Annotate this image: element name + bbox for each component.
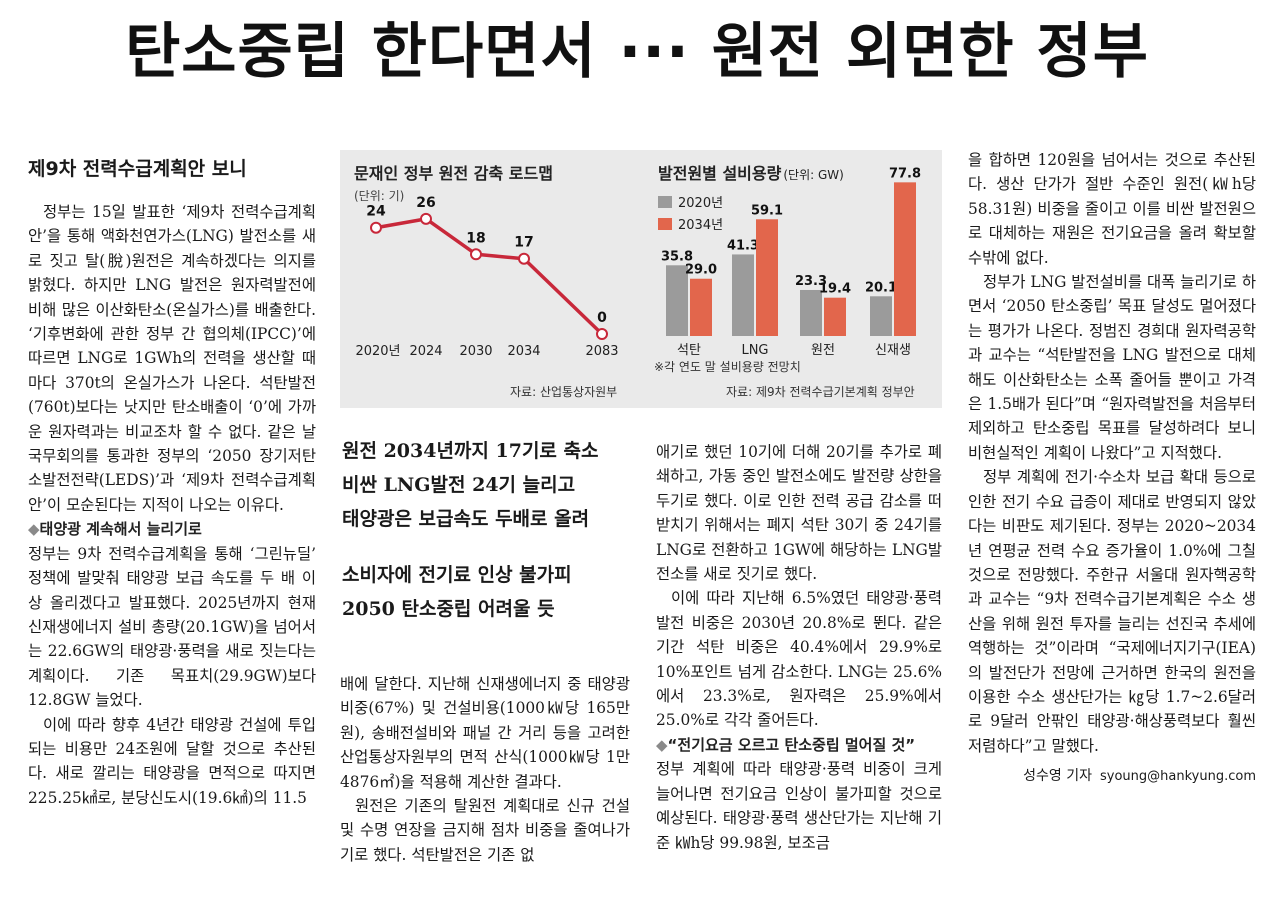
bar	[894, 182, 916, 336]
category-label: LNG	[741, 343, 768, 358]
reporter-email: syoung@hankyung.com	[1100, 769, 1256, 785]
deck-line: 태양광은 보급속도 두배로 올려	[342, 508, 590, 530]
paragraph: 이에 따라 지난해 6.5%였던 태양광·풍력발전 비중은 2030년 20.8…	[656, 589, 942, 730]
bar-chart-title-line: 발전원별 설비용량 (단위: GW)	[658, 164, 844, 183]
subhead: 제9차 전력수급계획안 보니	[28, 158, 247, 180]
legend-swatch	[658, 196, 672, 208]
data-label: 26	[416, 195, 435, 211]
paragraph: 원전은 기존의 탈원전 계획대로 신규 건설 및 수명 연장을 금지해 점차 비…	[340, 797, 630, 864]
x-tick-label: 2034	[507, 344, 540, 359]
infographic: 문재인 정부 원전 감축 로드맵 (단위: 기) 24 2020년 26 2024 18…	[340, 150, 942, 408]
reporter-name: 성수영 기자	[1023, 768, 1093, 785]
article-column-1: 제9차 전력수급계획안 보니 정부는 15일 발표한 ‘제9차 전력수급계획안’…	[28, 156, 316, 810]
legend-swatch	[658, 218, 672, 230]
line-point	[420, 212, 432, 225]
line-point	[470, 248, 482, 261]
diamond-bullet-icon: ◆	[28, 520, 40, 539]
bar-chart-unit: (단위: GW)	[783, 168, 843, 182]
bar	[824, 297, 846, 336]
bar-chart-title: 발전원별 설비용량	[658, 164, 782, 183]
bar	[732, 254, 754, 336]
legend-label: 2020년	[678, 196, 723, 211]
x-tick-label: 2020년	[355, 344, 400, 359]
bar-chart-source: 자료: 제9차 전력수급기본계획 정부안	[726, 385, 915, 399]
data-label: 19.4	[819, 282, 851, 297]
data-label: 23.3	[795, 274, 827, 289]
byline: 성수영 기자 syoung@hankyung.com	[968, 764, 1256, 789]
bar	[666, 265, 688, 336]
diamond-bullet-icon: ◆	[656, 735, 668, 754]
bar-chart-note: ※각 연도 말 설비용량 전망치	[654, 360, 801, 374]
paragraph: 정부는 9차 전력수급계획을 통해 ‘그린뉴딜’ 정책에 발맞춰 태양광 보급 …	[28, 544, 316, 710]
data-label: 77.8	[889, 166, 921, 181]
category-label: 석탄	[677, 343, 701, 358]
data-label: 17	[514, 235, 533, 251]
mini-heading: ◆태양광 계속해서 늘리기로	[28, 517, 316, 541]
data-label: 24	[366, 204, 386, 220]
category-label: 신재생	[875, 343, 911, 358]
paragraph: 정부는 15일 발표한 ‘제9차 전력수급계획안’을 통해 액화천연가스(LNG…	[28, 203, 316, 514]
bar	[800, 289, 822, 336]
data-label: 59.1	[751, 203, 783, 218]
line-chart-unit: (단위: 기)	[354, 189, 404, 203]
paragraph: 을 합하면 120원을 넘어서는 것으로 추산된다. 생산 단가가 절반 수준인…	[968, 151, 1256, 267]
article-column-4: 을 합하면 120원을 넘어서는 것으로 추산된다. 생산 단가가 절반 수준인…	[968, 148, 1256, 790]
bar	[690, 278, 712, 336]
deck-line: 비싼 LNG발전 24기 늘리고	[342, 474, 576, 496]
data-label: 20.1	[865, 280, 897, 295]
legend-label: 2034년	[678, 218, 723, 233]
series-line	[375, 217, 604, 336]
infographic-svg: 문재인 정부 원전 감축 로드맵 (단위: 기) 24 2020년 26 2024 18…	[354, 164, 921, 399]
paragraph: 이에 따라 향후 4년간 태양광 건설에 투입되는 비용만 24조원에 달할 것…	[28, 715, 316, 807]
data-label: 41.3	[727, 238, 759, 253]
deck-headlines: 원전 2034년까지 17기로 축소 비싼 LNG발전 24기 늘리고 태양광은…	[342, 434, 632, 626]
data-label: 29.0	[685, 263, 717, 278]
line-point	[370, 221, 382, 234]
bar-chart: 35.829.0 석탄 41.3 59.1 LNG 23.319.4 원전 20.1 77.8 신…	[658, 166, 921, 358]
deck-line: 2050 탄소중립 어려울 듯	[342, 598, 555, 620]
paragraph: 애기로 했던 10기에 더해 20기를 추가로 폐쇄하고, 가동 중인 발전소에…	[656, 443, 942, 584]
x-tick-label: 2024	[409, 344, 442, 359]
data-label: 18	[466, 230, 485, 246]
line-chart-title: 문재인 정부 원전 감축 로드맵	[354, 164, 553, 183]
paragraph: 정부 계획에 전기·수소차 보급 확대 등으로 인한 전기 수요 급증이 제대로…	[968, 468, 1256, 755]
mini-heading-text: 태양광 계속해서 늘리기로	[39, 520, 202, 539]
deck-line: 원전 2034년까지 17기로 축소	[342, 440, 599, 462]
paragraph: 정부가 LNG 발전설비를 대폭 늘리기로 하면서 ‘2050 탄소중립’ 목표…	[968, 273, 1256, 462]
paragraph: 정부 계획에 따라 태양광·풍력 비중이 크게 늘어나면 전기요금 인상이 불가…	[656, 760, 942, 852]
data-label: 0	[597, 310, 607, 326]
article-column-3: 애기로 했던 10기에 더해 20기를 추가로 폐쇄하고, 가동 중인 발전소에…	[656, 440, 942, 855]
line-point	[596, 328, 608, 340]
bar	[870, 296, 892, 336]
deck-line: 소비자에 전기료 인상 불가피	[342, 564, 572, 586]
line-point	[518, 252, 530, 265]
mini-heading: ◆“전기요금 오르고 탄소중립 멀어질 것”	[656, 733, 942, 757]
paragraph: 배에 달한다. 지난해 신재생에너지 중 태양광 비중(67%) 및 건설비용(…	[340, 675, 630, 791]
x-tick-label: 2083	[585, 344, 618, 359]
headline: 탄소중립 한다면서 ··· 원전 외면한 정부	[125, 17, 1149, 87]
line-chart: 24 2020년 26 2024 18 2030 17 2034 0 2083	[355, 195, 618, 359]
x-tick-label: 2030	[459, 344, 492, 359]
category-label: 원전	[811, 343, 835, 358]
bar	[756, 219, 778, 336]
mini-heading-text: “전기요금 오르고 탄소중립 멀어질 것”	[667, 735, 916, 754]
article-column-2: 배에 달한다. 지난해 신재생에너지 중 태양광 비중(67%) 및 건설비용(…	[340, 672, 630, 867]
data-label: 35.8	[661, 249, 693, 264]
line-chart-source: 자료: 산업통상자원부	[510, 385, 617, 399]
